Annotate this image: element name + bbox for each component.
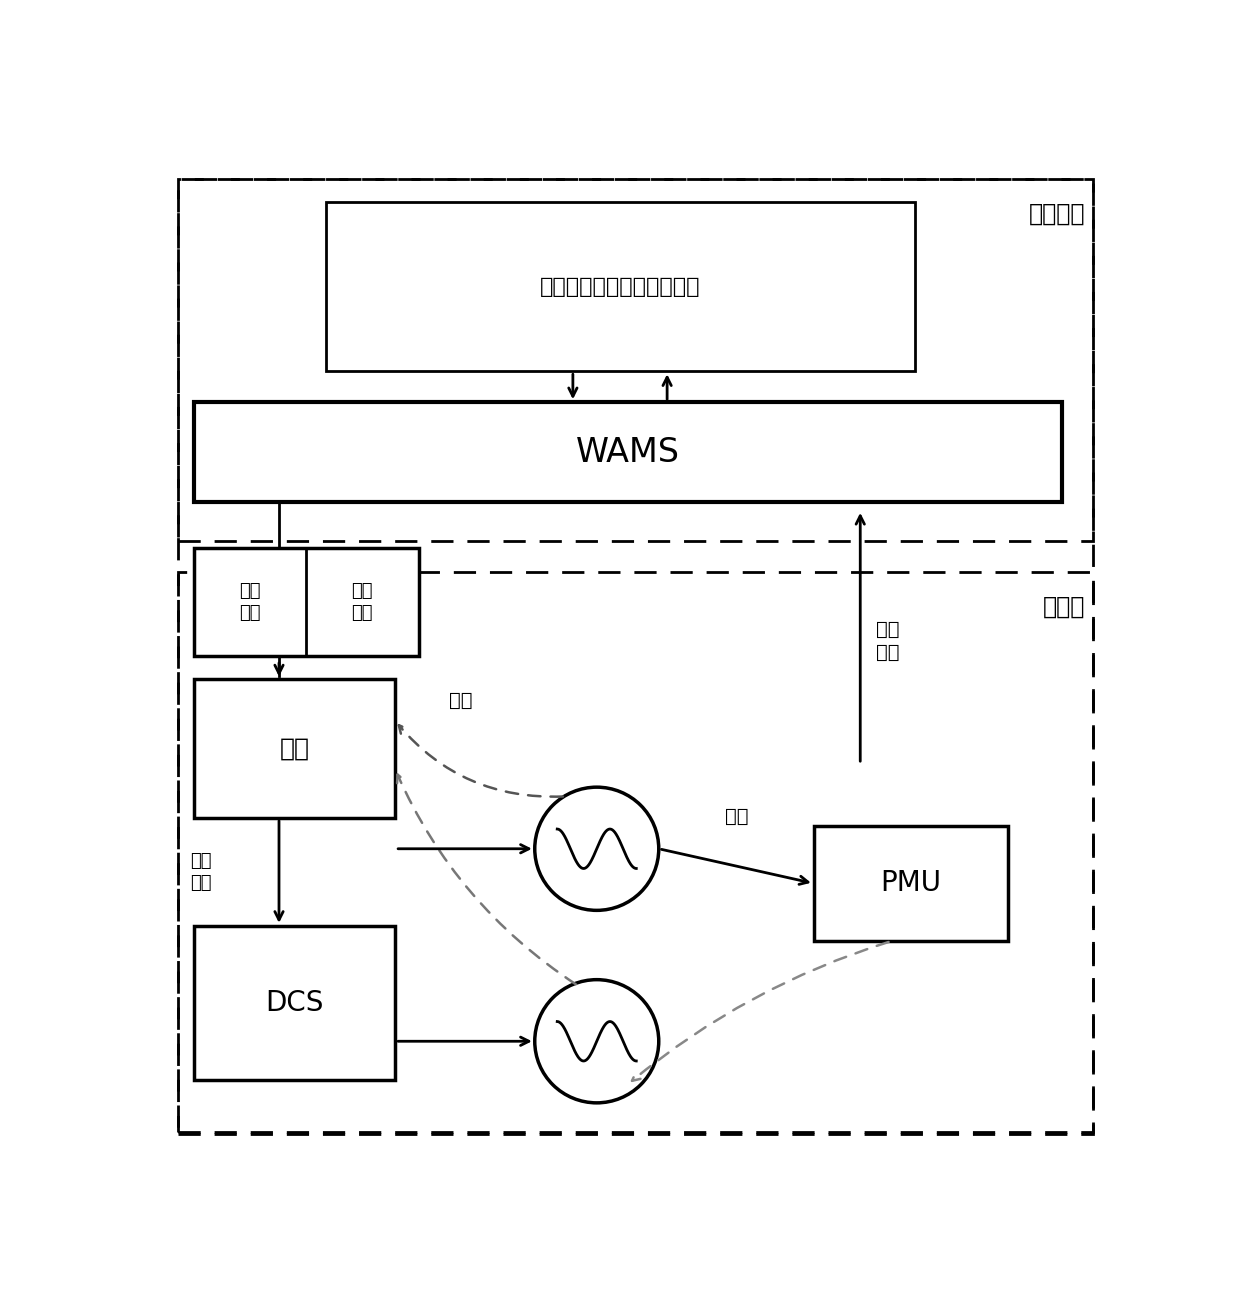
- Text: 调节
指令: 调节 指令: [190, 851, 211, 892]
- Text: DCS: DCS: [265, 989, 324, 1016]
- FancyBboxPatch shape: [193, 402, 1061, 502]
- FancyArrowPatch shape: [397, 775, 575, 984]
- Text: 发电厂: 发电厂: [1043, 594, 1085, 619]
- Text: 实时
数据: 实时 数据: [875, 619, 899, 662]
- FancyArrowPatch shape: [632, 942, 889, 1081]
- Text: 调度中心: 调度中心: [1028, 202, 1085, 226]
- Text: 测量: 测量: [449, 691, 472, 710]
- FancyBboxPatch shape: [193, 549, 419, 657]
- Text: 测量: 测量: [724, 806, 748, 826]
- FancyBboxPatch shape: [813, 826, 1007, 941]
- Text: WAMS: WAMS: [575, 436, 680, 469]
- FancyBboxPatch shape: [193, 925, 396, 1080]
- FancyArrowPatch shape: [399, 726, 563, 797]
- Text: 一次调频主动在线测试软件: 一次调频主动在线测试软件: [539, 276, 701, 297]
- Text: 子站: 子站: [279, 737, 310, 761]
- FancyBboxPatch shape: [193, 679, 396, 818]
- Text: 调节
指令: 调节 指令: [239, 583, 260, 623]
- FancyBboxPatch shape: [325, 202, 915, 371]
- Text: PMU: PMU: [880, 870, 941, 897]
- Text: 通信
模块: 通信 模块: [352, 583, 373, 623]
